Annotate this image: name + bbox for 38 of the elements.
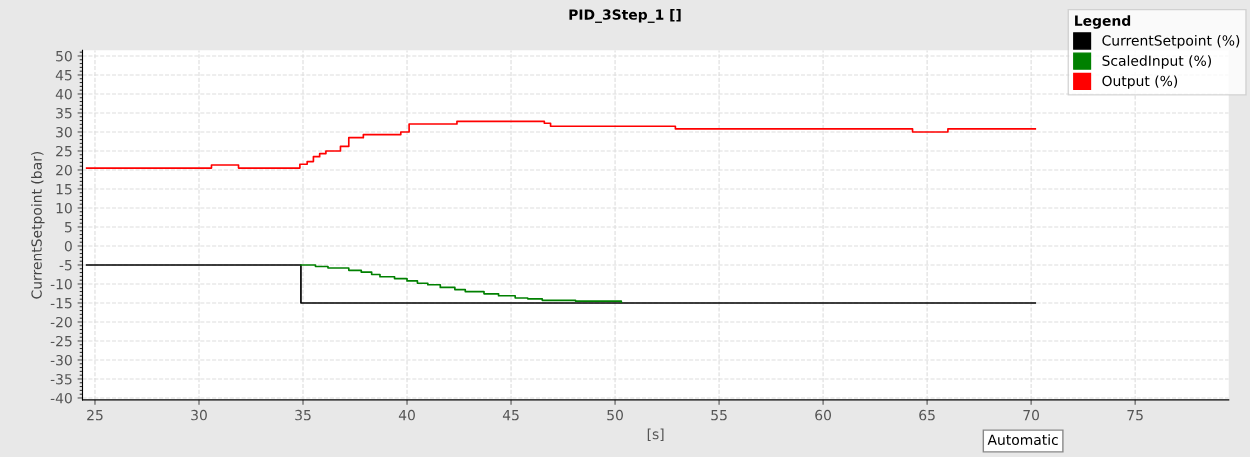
y-tick-label: -30 xyxy=(50,354,72,366)
x-tick-label: 45 xyxy=(502,410,519,421)
x-tick-label: 30 xyxy=(191,409,207,421)
y-tick-label: 20 xyxy=(56,164,72,176)
x-tick-label: 50 xyxy=(607,409,623,421)
x-tick-label: 70 xyxy=(1023,409,1040,421)
x-axis-title: [s] xyxy=(647,428,664,441)
legend-label: Output (%) xyxy=(1102,75,1178,89)
y-tick-label: 45 xyxy=(55,70,72,81)
legend-label: ScaledInput (%) xyxy=(1102,55,1211,69)
y-tick-label: 10 xyxy=(56,202,72,214)
y-axis-title: CurrentSetpoint (bar) xyxy=(31,151,45,299)
text: Automatic xyxy=(987,434,1058,446)
y-tick-label: 15 xyxy=(56,184,72,195)
y-tick-label: -5 xyxy=(59,260,72,271)
y-tick-label: 0 xyxy=(64,240,72,252)
x-tick-label: 60 xyxy=(815,409,831,421)
y-tick-label: -25 xyxy=(50,335,72,347)
y-tick-label: 50 xyxy=(56,50,72,62)
x-tick-label: 40 xyxy=(398,409,415,421)
y-tick-label: 30 xyxy=(56,126,72,138)
y-tick-label: 25 xyxy=(56,145,72,157)
legend-label: CurrentSetpoint (%) xyxy=(1102,34,1240,49)
y-tick-label: -20 xyxy=(50,316,72,328)
x-tick-label: 75 xyxy=(1127,410,1143,421)
y-tick-label: -40 xyxy=(50,392,72,404)
chart-title: PID_3Step_1 [] xyxy=(569,9,681,23)
y-tick-label: 5 xyxy=(65,222,72,233)
legend-title: Legend xyxy=(1075,15,1131,29)
y-tick-label: -35 xyxy=(50,373,72,385)
x-tick-label: 25 xyxy=(87,409,103,421)
y-tick-label: -10 xyxy=(50,278,72,290)
y-tick-label: -15 xyxy=(50,298,72,309)
y-tick-label: 35 xyxy=(56,107,72,119)
x-tick-label: 55 xyxy=(711,410,727,421)
x-tick-label: 35 xyxy=(295,409,311,421)
x-tick-label: 65 xyxy=(919,409,935,421)
y-tick-label: 40 xyxy=(55,88,72,100)
